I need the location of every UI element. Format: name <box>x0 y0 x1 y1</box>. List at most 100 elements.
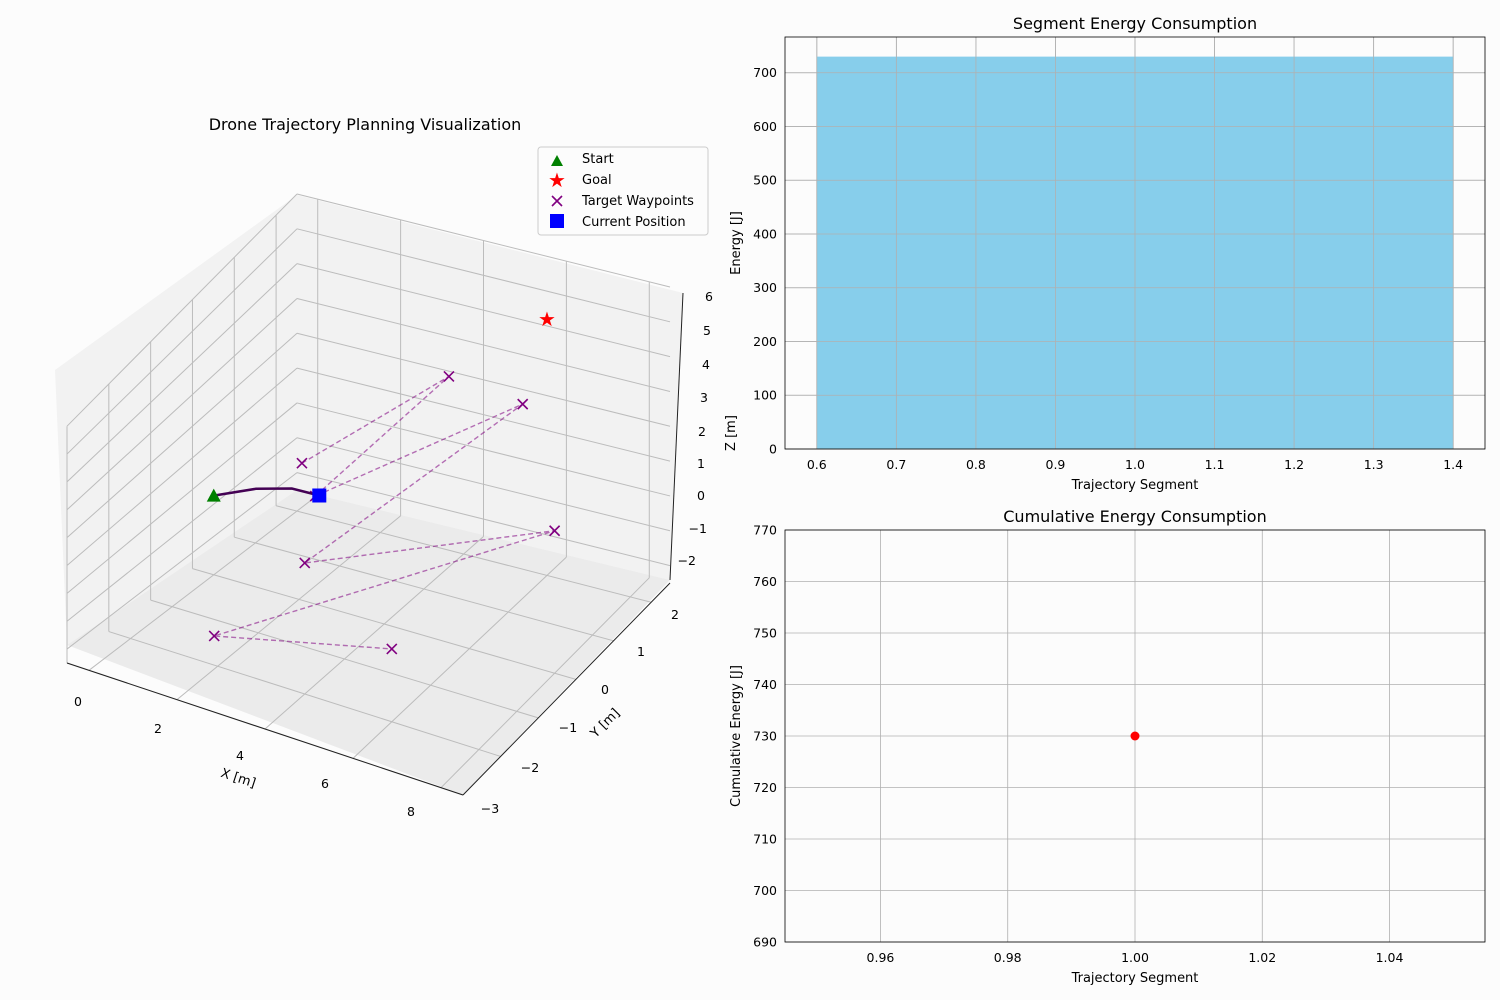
grid-line-x-floor <box>176 515 401 701</box>
cumulative-y-tick-label: 700 <box>753 883 777 898</box>
grid-line-z-back <box>296 263 671 358</box>
cumulative-y-tick-label: 730 <box>753 729 777 744</box>
waypoint-marker <box>299 557 311 569</box>
legend-label: Target Waypoints <box>581 194 694 209</box>
bar-x-tick-label: 0.7 <box>886 457 906 472</box>
waypoint-marker <box>443 370 455 382</box>
bar-x-tick-label: 1.0 <box>1125 457 1145 472</box>
grid-line-z-back <box>296 193 671 288</box>
bar-y-tick-label: 400 <box>753 226 777 241</box>
grid-line-z-left <box>66 472 298 650</box>
legend-label: Current Position <box>582 215 686 230</box>
z-tick-label: −1 <box>689 521 707 536</box>
grid-line-z-left <box>66 437 298 622</box>
z-tick-label: 4 <box>702 357 710 372</box>
grid-line-z-left <box>66 298 298 511</box>
legend-start-marker <box>551 155 563 166</box>
bar-x-axis-label: Trajectory Segment <box>1071 478 1199 493</box>
y-axis-line <box>462 582 671 796</box>
z-tick-label: 5 <box>703 323 711 338</box>
waypoint-marker <box>296 457 308 469</box>
cumulative-y-tick-label: 750 <box>753 626 777 641</box>
y-tick-label: −2 <box>521 760 539 775</box>
grid-line-z-back <box>296 472 671 567</box>
goal-marker: ★ <box>538 307 556 331</box>
cumulative-y-ticks: 690 700 710 720 730 740 750 760 770 <box>753 523 777 950</box>
grid-line-y-floor <box>234 536 614 642</box>
y-tick-label: −1 <box>559 720 577 735</box>
z-tick-label: 1 <box>697 456 705 471</box>
trajectory-line <box>213 487 320 497</box>
segment-energy-panel: Segment Energy Consumption 0.6 0.7 0.8 0… <box>729 14 1486 493</box>
cumulative-energy-title: Cumulative Energy Consumption <box>1003 507 1266 526</box>
x-tick-label: 8 <box>407 804 415 819</box>
grid-line-y-floor <box>275 505 652 603</box>
bar-plot <box>784 36 1486 450</box>
y-tick-label: 0 <box>601 682 609 697</box>
cumulative-y-tick-label: 710 <box>753 832 777 847</box>
z-axis-label: Z [m] <box>724 415 739 451</box>
bar-x-ticks: 0.6 0.7 0.8 0.9 1.0 1.1 1.2 1.3 1.4 <box>807 457 1463 472</box>
cumulative-plot <box>784 529 1486 943</box>
z-tick-label: 3 <box>700 390 708 405</box>
grid-line-z-back <box>296 402 671 497</box>
waypoint-path <box>213 375 555 650</box>
legend-goal-marker: ★ <box>548 168 566 192</box>
cumulative-y-tick-label: 760 <box>753 574 777 589</box>
z-axis-line <box>669 292 684 581</box>
pane-left <box>55 195 297 645</box>
grid-line-z-left <box>66 367 298 566</box>
grid-line-z-back <box>296 437 671 532</box>
y-tick-label: 2 <box>671 607 679 622</box>
grid-line-x-floor <box>352 556 567 759</box>
grid-line-y-floor <box>108 631 501 757</box>
cumulative-x-tick-label: 1.00 <box>1121 950 1149 965</box>
legend-label: Goal <box>582 173 612 188</box>
legend-label: Start <box>582 152 614 167</box>
grid-line-z-back <box>296 228 671 323</box>
grid-line-x-floor <box>440 577 650 789</box>
bar-y-tick-label: 300 <box>753 280 777 295</box>
cumulative-x-axis-label: Trajectory Segment <box>1071 971 1199 986</box>
waypoint-marker <box>386 643 398 655</box>
start-marker <box>206 488 221 502</box>
bar-y-ticks: 0 100 200 300 400 500 600 700 <box>753 65 777 456</box>
bar-x-tick-label: 0.9 <box>1046 457 1066 472</box>
cumulative-x-tick-label: 1.04 <box>1376 950 1404 965</box>
grid-line-z-left <box>66 228 298 455</box>
axes-frame <box>784 36 1486 450</box>
legend-current-marker <box>550 214 564 228</box>
grid-line-y-floor <box>150 599 539 719</box>
bar-y-tick-label: 500 <box>753 173 777 188</box>
grid-line-z-left <box>66 263 298 483</box>
waypoint-marker <box>517 398 529 410</box>
trajectory-3d-title: Drone Trajectory Planning Visualization <box>209 115 522 134</box>
bar-x-tick-label: 1.2 <box>1284 457 1304 472</box>
x-tick-label: 4 <box>236 748 244 763</box>
bar-y-tick-label: 0 <box>769 442 777 457</box>
grid-line-z-back <box>296 367 671 462</box>
bar-y-axis-label: Energy [J] <box>729 211 744 275</box>
y-axis-label: Y [m] <box>587 706 623 742</box>
cumulative-energy-point <box>1130 731 1140 741</box>
cumulative-y-tick-label: 720 <box>753 780 777 795</box>
grid-line-z-left <box>66 193 298 427</box>
grid-3d <box>66 193 671 796</box>
grid-line-z-back <box>296 297 671 392</box>
legend-box <box>537 146 709 236</box>
current-position-marker <box>312 488 327 503</box>
cumulative-y-tick-label: 690 <box>753 935 777 950</box>
cumulative-y-axis-label: Cumulative Energy [J] <box>729 665 744 807</box>
y-tick-label: 1 <box>637 644 645 659</box>
pane-back <box>297 195 683 580</box>
bar-y-tick-label: 600 <box>753 119 777 134</box>
x-axis-line <box>66 662 464 796</box>
z-tick-label: 2 <box>698 424 706 439</box>
y-tick-label: −3 <box>481 801 499 816</box>
cumulative-energy-panel: Cumulative Energy Consumption 0.96 0.98 … <box>729 507 1486 986</box>
bar-x-tick-label: 0.6 <box>807 457 827 472</box>
bar-x-tick-label: 0.8 <box>966 457 986 472</box>
bar-x-tick-label: 1.3 <box>1364 457 1384 472</box>
cumulative-x-ticks: 0.96 0.98 1.00 1.02 1.04 <box>867 950 1404 965</box>
